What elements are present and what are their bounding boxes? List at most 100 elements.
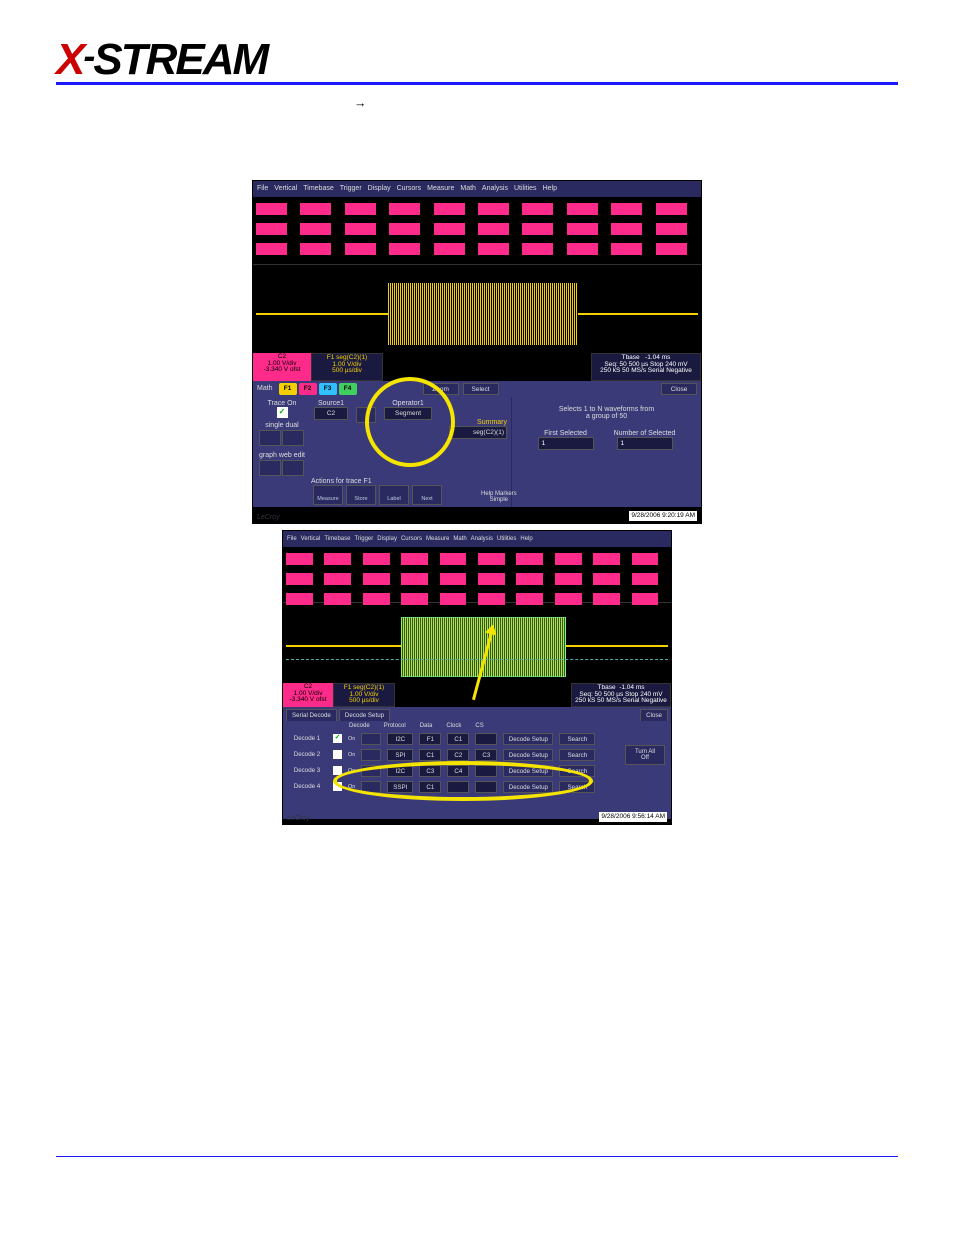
channel-cell[interactable] (447, 781, 469, 793)
decode-setup-button[interactable]: Decode Setup (503, 781, 553, 793)
protocol-field[interactable]: SSPI (387, 781, 413, 793)
decode-on-checkbox[interactable]: ✓ (333, 734, 342, 743)
lecroy-brand: LeCroy (287, 815, 310, 822)
close-button[interactable]: Close (640, 709, 668, 721)
search-button[interactable]: Search (559, 781, 595, 793)
graph-label: graph (259, 452, 277, 459)
tab-serial-decode[interactable]: Serial Decode (286, 709, 337, 721)
menu-file[interactable]: File (287, 536, 297, 542)
trace-burst (388, 283, 578, 345)
channel-cell[interactable]: C1 (419, 749, 441, 761)
menu-analysis[interactable]: Analysis (471, 536, 493, 542)
num-selected-field[interactable]: 1 (617, 437, 673, 450)
protocol-field[interactable]: I2C (387, 733, 413, 745)
select-button[interactable]: Select (463, 383, 499, 395)
channel-cell[interactable]: C1 (419, 781, 441, 793)
protocol-icon[interactable] (361, 749, 381, 761)
summary-value: seg(C2)(1) (449, 426, 507, 439)
bullet-list: Set Source 1 to the Channel you are deco… (92, 115, 898, 171)
math-descriptor-f1[interactable]: F1 seg(C2)(1) 1.00 V/div 500 µs/div (311, 353, 383, 381)
spacer (383, 353, 591, 381)
channel-cell[interactable] (475, 781, 497, 793)
store-button[interactable]: Store (346, 485, 376, 505)
source1-field[interactable]: C2 (314, 407, 348, 420)
channel-cell[interactable] (475, 765, 497, 777)
next-button[interactable]: Next (412, 485, 442, 505)
webedit-button[interactable] (282, 460, 304, 476)
decode-setup-button[interactable]: Decode Setup (503, 749, 553, 761)
menu-vertical[interactable]: Vertical (301, 536, 321, 542)
hdr-clock: Clock (446, 723, 461, 729)
menu-trigger[interactable]: Trigger (340, 185, 362, 192)
menu-utilities[interactable]: Utilities (514, 185, 537, 192)
decode-on-checkbox[interactable] (333, 766, 342, 775)
channel-cell[interactable] (475, 733, 497, 745)
menu-help[interactable]: Help (520, 536, 532, 542)
tab-f1[interactable]: F1 (279, 383, 297, 395)
menu-cursors[interactable]: Cursors (397, 185, 422, 192)
math-descriptor-f1[interactable]: F1 seg(C2)(1) 1.00 V/div 500 µs/div (333, 683, 395, 707)
channel-cell[interactable]: C3 (419, 765, 441, 777)
menu-cursors[interactable]: Cursors (401, 536, 422, 542)
dual-button[interactable] (282, 430, 304, 446)
protocol-icon[interactable] (361, 781, 381, 793)
decode-setup-button[interactable]: Decode Setup (503, 765, 553, 777)
channel-cell[interactable]: C4 (447, 765, 469, 777)
zoom-button[interactable]: Zoom (423, 383, 459, 395)
menu-display[interactable]: Display (368, 185, 391, 192)
single-button[interactable] (259, 430, 281, 446)
menu-help[interactable]: Help (543, 185, 557, 192)
turn-all-off-button[interactable]: Turn All Off (625, 745, 665, 765)
timebase-descriptor[interactable]: Tbase -1.04 ms Seq: 50 500 µs Stop 240 m… (591, 353, 701, 381)
menu-display[interactable]: Display (377, 536, 397, 542)
timebase-descriptor[interactable]: Tbase -1.04 ms Seq: 50 500 µs Stop 240 m… (571, 683, 671, 707)
first-selected-field[interactable]: 1 (538, 437, 594, 450)
tab-f2[interactable]: F2 (299, 383, 317, 395)
channel-cell[interactable]: C1 (447, 733, 469, 745)
waveform-bottom-grid (253, 275, 701, 353)
trace-on-checkbox[interactable]: ✓ (277, 407, 288, 418)
tab-f3[interactable]: F3 (319, 383, 337, 395)
operator1-field[interactable]: Segment (384, 407, 432, 420)
search-button[interactable]: Search (559, 765, 595, 777)
tab-f4[interactable]: F4 (339, 383, 357, 395)
protocol-field[interactable]: SPI (387, 749, 413, 761)
channel-cell[interactable]: C2 (447, 749, 469, 761)
waveform-segment (363, 593, 390, 605)
channel-descriptor-c2[interactable]: C2 1.00 V/div -3.340 V ofst (283, 683, 333, 707)
waveform-segment (522, 203, 553, 215)
menu-math[interactable]: Math (460, 185, 476, 192)
decode-on-checkbox[interactable] (333, 782, 342, 791)
tab-decode-setup[interactable]: Decode Setup (339, 709, 390, 721)
measure-button[interactable]: Measure (313, 485, 343, 505)
menu-timebase[interactable]: Timebase (324, 536, 350, 542)
waveform-segment (593, 593, 620, 605)
menu-file[interactable]: File (257, 185, 268, 192)
channel-cell[interactable]: F1 (419, 733, 441, 745)
menu-vertical[interactable]: Vertical (274, 185, 297, 192)
decode-on-checkbox[interactable] (333, 750, 342, 759)
menu-measure[interactable]: Measure (426, 536, 449, 542)
operator-icon[interactable] (356, 407, 376, 423)
dual-label: dual (286, 422, 299, 429)
channel-cell[interactable]: C3 (475, 749, 497, 761)
protocol-field[interactable]: I2C (387, 765, 413, 777)
label-button[interactable]: Label (379, 485, 409, 505)
protocol-icon[interactable] (361, 733, 381, 745)
close-button[interactable]: Close (661, 383, 697, 395)
menu-math[interactable]: Math (453, 536, 466, 542)
menu-analysis[interactable]: Analysis (482, 185, 508, 192)
menu-utilities[interactable]: Utilities (497, 536, 516, 542)
search-button[interactable]: Search (559, 749, 595, 761)
menubar[interactable]: File Vertical Timebase Trigger Display Cursor… (253, 181, 701, 197)
search-button[interactable]: Search (559, 733, 595, 745)
menu-trigger[interactable]: Trigger (354, 536, 373, 542)
decode-setup-button[interactable]: Decode Setup (503, 733, 553, 745)
menubar[interactable]: File VerticalTimebase Trigger Display Cursor… (283, 531, 671, 547)
channel-descriptor-c2[interactable]: C2 1.00 V/div -3.340 V ofst (253, 353, 311, 381)
help-markers-label: Help Markers (481, 491, 517, 497)
menu-timebase[interactable]: Timebase (303, 185, 333, 192)
protocol-icon[interactable] (361, 765, 381, 777)
menu-measure[interactable]: Measure (427, 185, 454, 192)
graph-button[interactable] (259, 460, 281, 476)
